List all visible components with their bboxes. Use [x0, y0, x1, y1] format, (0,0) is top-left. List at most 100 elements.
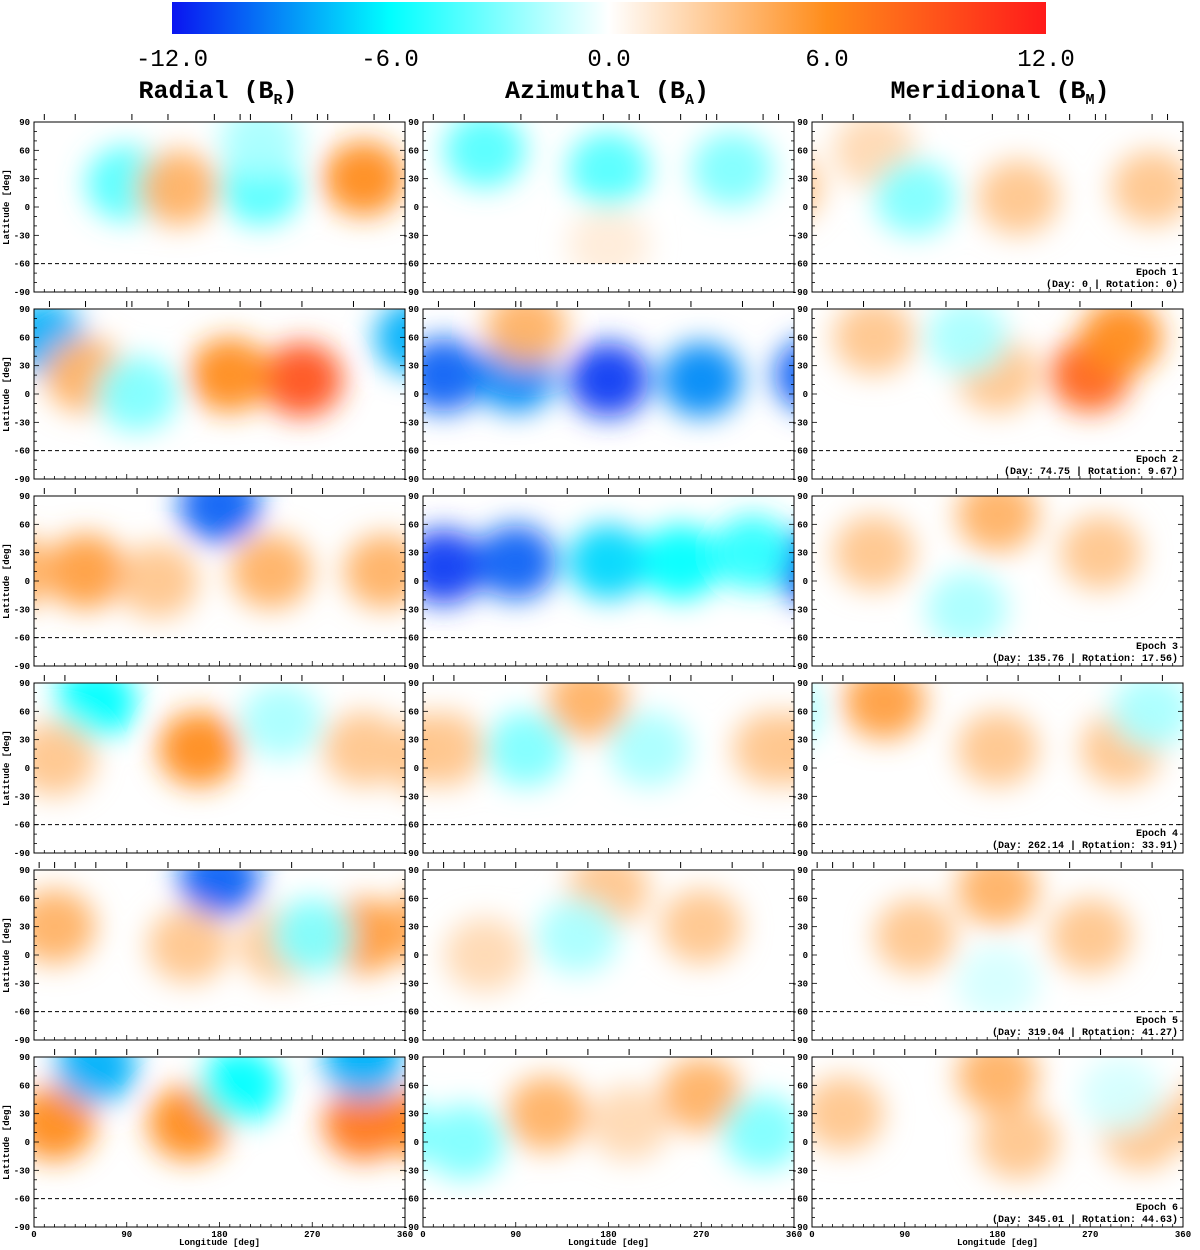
y-tick-label: -60 [792, 821, 808, 831]
field-blob [711, 515, 794, 591]
y-tick-label: -60 [14, 1195, 30, 1205]
field-blob [34, 1085, 96, 1161]
y-tick-label: 90 [797, 492, 808, 502]
y-tick-label: 30 [19, 923, 30, 933]
field-blob [230, 534, 312, 609]
y-tick-label: 0 [25, 203, 30, 213]
y-tick-label: 30 [408, 923, 419, 933]
map-panel: 90 60 30 0 -30 -60 -90 Epoch 4(Day: 262.14 | Ro… [792, 675, 1184, 859]
field-blob [660, 889, 743, 965]
colorbar-ticks: -12.0 -6.0 0.0 6.0 12.0 [136, 47, 1075, 74]
y-tick-label: -30 [792, 231, 808, 241]
y-tick-label: -90 [792, 1223, 808, 1233]
y-tick-label: 90 [19, 679, 30, 689]
y-tick-label: 30 [797, 1110, 808, 1120]
y-tick-label: 90 [797, 118, 808, 128]
field-blob [956, 1057, 1039, 1114]
y-tick-label: 90 [797, 866, 808, 876]
column-title-meridional: Meridional (BM) [890, 77, 1109, 109]
y-tick-label: -90 [403, 288, 419, 298]
y-tick-label: 0 [414, 1138, 419, 1148]
map-panel: 90 60 30 0 -30 -60 -90 [403, 114, 795, 298]
y-tick-label: 0 [414, 390, 419, 400]
map-panel: 90 60 30 0 -30 -60 -90 [403, 862, 795, 1046]
field-blob [567, 131, 650, 207]
field-blob [1059, 515, 1142, 591]
y-tick-label: -60 [403, 821, 419, 831]
y-tick-label: -60 [14, 821, 30, 831]
y-tick-label: 30 [797, 736, 808, 746]
y-tick-label: -90 [403, 849, 419, 859]
y-tick-label: 60 [408, 146, 419, 156]
y-tick-label: 30 [19, 736, 30, 746]
y-tick-label: -30 [403, 1166, 419, 1176]
y-tick-label: -30 [792, 605, 808, 615]
x-tick-label: 360 [786, 1230, 802, 1240]
field-blob [343, 534, 405, 609]
y-tick-label: -60 [14, 634, 30, 644]
y-tick-label: -30 [792, 792, 808, 802]
y-tick-label: -90 [14, 1036, 30, 1046]
y-tick-label: -30 [14, 605, 30, 615]
y-tick-label: -30 [14, 418, 30, 428]
field-blob [261, 342, 343, 418]
y-tick-label: -30 [792, 1166, 808, 1176]
map-panel: 90 60 30 0 -30 -60 -90 Epoch 1(Day: 0 | Rotatio… [792, 114, 1184, 298]
colorbar-tick: -6.0 [361, 47, 419, 74]
y-tick-label: 30 [19, 175, 30, 185]
epoch-name: Epoch 2 [1136, 454, 1178, 466]
y-tick-label: 30 [19, 549, 30, 559]
y-tick-label: 90 [408, 305, 419, 315]
y-tick-label: 60 [797, 146, 808, 156]
y-tick-label: -30 [14, 792, 30, 802]
field-blob [96, 356, 178, 432]
y-tick-label: 60 [19, 520, 30, 530]
y-tick-label: -30 [14, 231, 30, 241]
y-tick-label: 60 [19, 1081, 30, 1091]
field-blob [956, 870, 1039, 927]
field-blob [423, 1104, 506, 1180]
epoch-name: Epoch 6 [1136, 1202, 1178, 1214]
y-tick-label: -60 [792, 260, 808, 270]
y-tick-label: -60 [14, 1008, 30, 1018]
map-panel: 90 60 30 0 -30 -60 -90 Latitude [deg] [2, 488, 406, 672]
y-tick-label: -30 [14, 979, 30, 989]
y-tick-label: 0 [25, 390, 30, 400]
map-field [423, 122, 794, 292]
field-blob [660, 342, 743, 418]
x-tick-label: 270 [1082, 1230, 1098, 1240]
field-blob [423, 711, 485, 787]
field-blob [322, 711, 405, 787]
field-blob [240, 683, 323, 759]
field-blob [485, 711, 567, 787]
field-blob [34, 539, 55, 604]
y-tick-label: -60 [792, 1195, 808, 1205]
x-tick-label: 180 [600, 1230, 616, 1240]
y-tick-label: -30 [792, 418, 808, 428]
x-tick-label: 360 [1175, 1230, 1191, 1240]
field-blob [1080, 1057, 1162, 1133]
field-blob [722, 1095, 794, 1170]
x-axis-label: Longitude [deg] [568, 1238, 649, 1248]
y-tick-label: 60 [19, 333, 30, 343]
field-blob [485, 309, 567, 366]
field-blob [423, 716, 444, 782]
x-tick-label: 0 [420, 1230, 425, 1240]
field-blob [567, 524, 650, 600]
y-tick-label: 0 [803, 951, 808, 961]
map-panel: 90 60 30 0 -30 -60 -90 Epoch 5(Day: 319.04 | Ro… [792, 862, 1184, 1046]
field-blob [474, 524, 557, 600]
y-tick-label: 90 [797, 1053, 808, 1063]
field-blob [956, 945, 1039, 1021]
field-blob [833, 515, 915, 591]
field-blob [732, 711, 794, 787]
field-blob [322, 141, 405, 217]
map-field [34, 309, 405, 479]
y-tick-label: 30 [797, 923, 808, 933]
field-blob [691, 131, 773, 207]
field-blob [843, 683, 925, 740]
y-tick-label: 0 [414, 577, 419, 587]
y-tick-label: 0 [414, 951, 419, 961]
